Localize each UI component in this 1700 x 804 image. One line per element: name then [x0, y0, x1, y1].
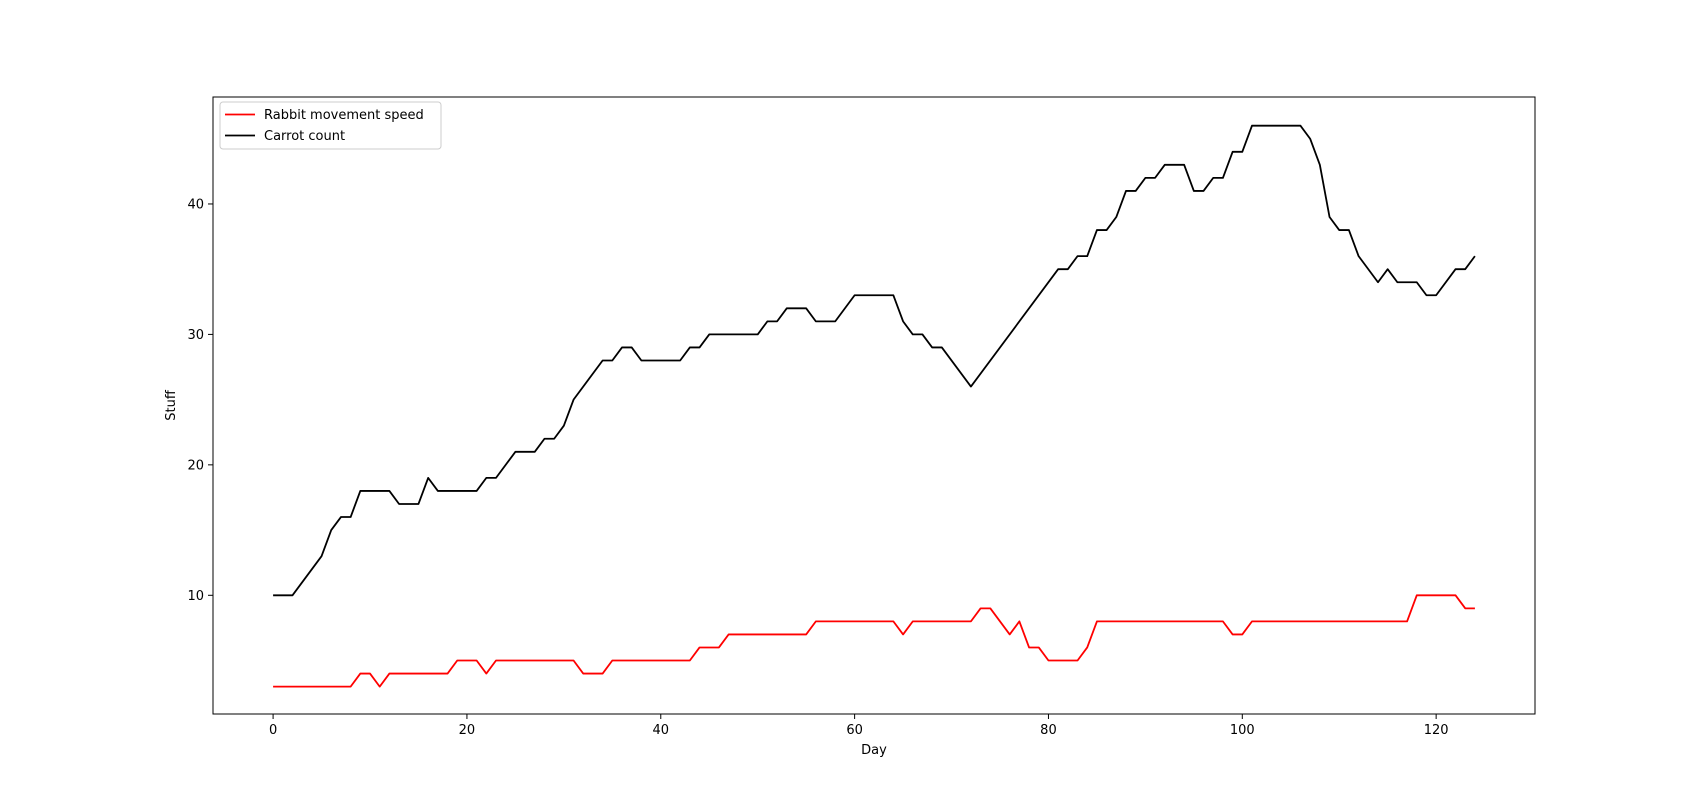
- x-tick-label: 60: [846, 723, 863, 738]
- plot-area-frame: [212, 96, 1536, 715]
- legend-box: [219, 101, 442, 150]
- legend-label-rabbit-movement-speed: Rabbit movement speed: [264, 108, 424, 123]
- x-tick-label: 0: [269, 723, 277, 738]
- x-tick-label: 20: [459, 723, 476, 738]
- x-tick-label: 80: [1040, 723, 1057, 738]
- ticks-layer: 0 20 40 60 80 100 120 10 20 30 40: [187, 197, 1448, 738]
- y-tick-label: 10: [187, 589, 204, 604]
- legend-label-carrot-count: Carrot count: [264, 129, 345, 144]
- y-axis-label: Stuff: [164, 389, 179, 421]
- legend: Rabbit movement speed Carrot count: [219, 101, 442, 150]
- series-layer: [273, 124, 1476, 688]
- x-axis-label: Day: [861, 743, 887, 758]
- series-line-carrot-count: [273, 124, 1476, 597]
- x-tick-label: 120: [1424, 723, 1449, 738]
- x-tick-label: 40: [653, 723, 670, 738]
- y-tick-label: 20: [187, 458, 204, 473]
- series-line-rabbit-movement-speed: [273, 594, 1475, 688]
- y-tick-label: 30: [187, 328, 204, 343]
- y-tick-label: 40: [187, 197, 204, 212]
- x-tick-label: 100: [1230, 723, 1255, 738]
